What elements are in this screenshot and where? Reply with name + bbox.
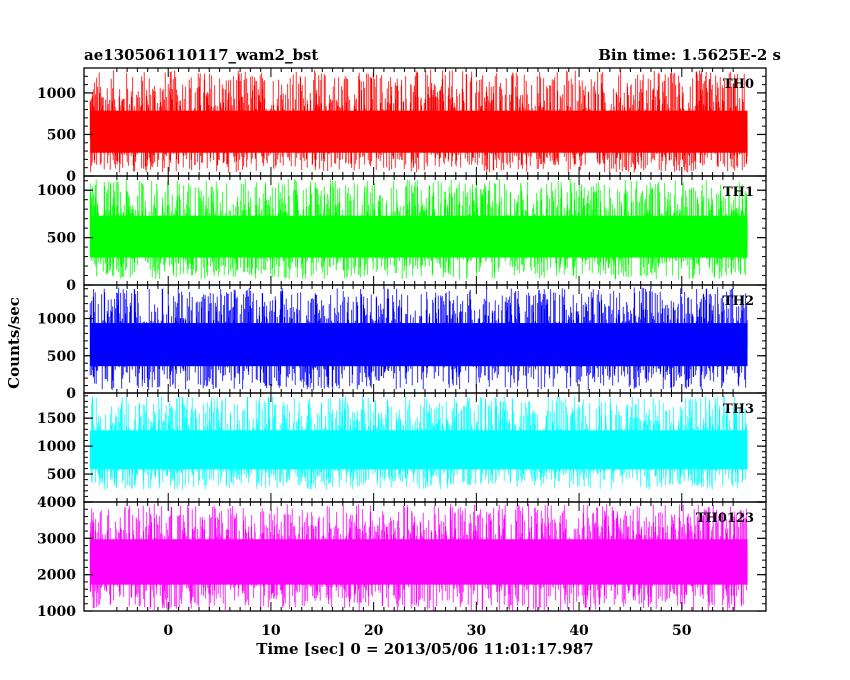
- y-tick-label: 500: [47, 349, 76, 365]
- x-tick-label: 10: [261, 623, 281, 639]
- y-tick-label: 1000: [37, 183, 76, 199]
- panel-name-th1: TH1: [723, 185, 754, 200]
- y-tick-label: 1000: [37, 604, 76, 620]
- y-axis-label: Counts/sec: [5, 297, 23, 389]
- series-trace-th1: [89, 178, 748, 280]
- series-trace-th3: [89, 395, 748, 490]
- x-tick-label: 50: [672, 623, 692, 639]
- panel-name-th0: TH0: [723, 77, 754, 92]
- y-tick-label: 1000: [37, 312, 76, 328]
- series-trace-th0123: [89, 503, 748, 611]
- y-tick-label: 3000: [37, 531, 76, 547]
- y-tick-label: 500: [47, 467, 76, 483]
- x-tick-label: 0: [163, 623, 173, 639]
- panels: 0 500 1000 TH0 0 500 1000 TH1 0 500 1000 TH2 0 500 100…: [37, 67, 767, 620]
- y-tick-label: 0: [66, 169, 76, 185]
- x-axis-label: Time [sec] 0 = 2013/05/06 11:01:17.987: [256, 640, 593, 658]
- y-tick-label: 500: [47, 127, 76, 143]
- series-trace-th2: [89, 287, 748, 390]
- x-tick-label: 30: [467, 623, 487, 639]
- panel-th0: 0 500 1000 TH0: [37, 67, 767, 185]
- y-tick-label: 1000: [37, 439, 76, 455]
- panel-th1: 0 500 1000 TH1: [37, 175, 767, 294]
- bin-time-label: Bin time: 1.5625E-2 s: [598, 46, 781, 64]
- panel-th2: 0 500 1000 TH2: [37, 284, 767, 402]
- panel-name-th3: TH3: [723, 402, 754, 417]
- y-tick-label: 2000: [37, 568, 76, 584]
- x-tick-label: 40: [569, 623, 589, 639]
- panel-th0123: 1000 2000 3000 4000 TH0123: [37, 495, 767, 620]
- y-tick-label: 500: [47, 231, 76, 247]
- x-tick-label: 20: [364, 623, 384, 639]
- y-tick-label: 1000: [37, 86, 76, 102]
- y-tick-label: 0: [66, 386, 76, 402]
- y-tick-label: 0: [66, 495, 76, 511]
- y-tick-label: 0: [66, 278, 76, 294]
- series-trace-th0: [89, 69, 748, 173]
- y-tick-label: 1500: [37, 411, 76, 427]
- panel-name-th0123: TH0123: [696, 511, 754, 526]
- figure-title: ae130506110117_wam2_bst: [84, 46, 318, 64]
- panel-th3: 0 500 1000 1500 TH3: [37, 392, 767, 511]
- x-axis: 0 10 20 30 40 50: [163, 623, 691, 639]
- y-tick-label: 4000: [37, 495, 76, 511]
- panel-name-th2: TH2: [723, 294, 754, 309]
